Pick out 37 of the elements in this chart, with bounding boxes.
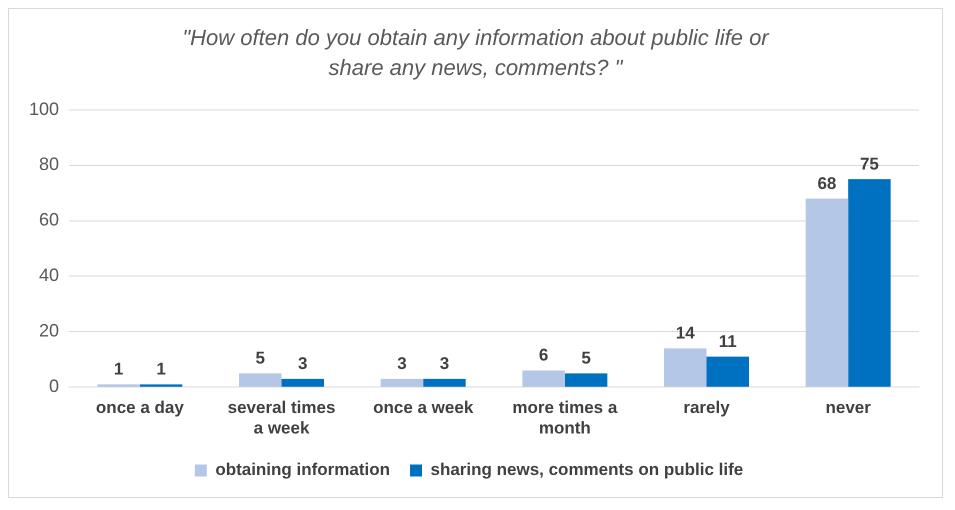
bar bbox=[664, 348, 707, 387]
data-label: 1 bbox=[114, 360, 124, 379]
bar bbox=[239, 373, 282, 387]
legend-label: sharing news, comments on public life bbox=[430, 460, 744, 480]
bar bbox=[806, 198, 848, 387]
data-label: 75 bbox=[860, 154, 879, 174]
bar bbox=[282, 378, 324, 387]
data-label: 11 bbox=[718, 332, 737, 351]
y-tick-label: 80 bbox=[39, 154, 60, 174]
bar bbox=[380, 378, 424, 387]
data-label: 3 bbox=[440, 354, 450, 374]
bar bbox=[706, 356, 750, 387]
x-tick-label: more times a month bbox=[512, 398, 618, 438]
bar bbox=[564, 373, 608, 387]
data-label: 3 bbox=[397, 354, 407, 374]
data-label: 6 bbox=[538, 346, 548, 365]
x-tick-label: once a day bbox=[96, 398, 184, 418]
y-tick-label: 100 bbox=[28, 98, 60, 119]
data-label: 68 bbox=[817, 174, 836, 193]
data-label: 5 bbox=[581, 348, 591, 368]
y-tick-label: 0 bbox=[49, 376, 60, 396]
data-label: 14 bbox=[676, 324, 696, 343]
y-tick-label: 60 bbox=[39, 210, 60, 230]
bar bbox=[522, 370, 565, 387]
data-label: 5 bbox=[256, 348, 266, 368]
y-tick-label: 20 bbox=[39, 320, 60, 341]
x-tick-label: never bbox=[825, 398, 872, 418]
x-tick-label: rarely bbox=[683, 398, 730, 418]
x-tick-label: several times a week bbox=[228, 398, 336, 438]
bar bbox=[423, 378, 466, 387]
y-tick-label: 40 bbox=[39, 265, 60, 286]
chart-title: "How often do you obtain any information about public life or share any news, comments? " bbox=[181, 24, 770, 82]
data-label: 1 bbox=[156, 360, 166, 379]
x-tick-label: once a week bbox=[373, 398, 474, 418]
data-label: 3 bbox=[298, 354, 308, 374]
legend-label: obtaining information bbox=[215, 460, 390, 480]
bar bbox=[848, 179, 891, 387]
